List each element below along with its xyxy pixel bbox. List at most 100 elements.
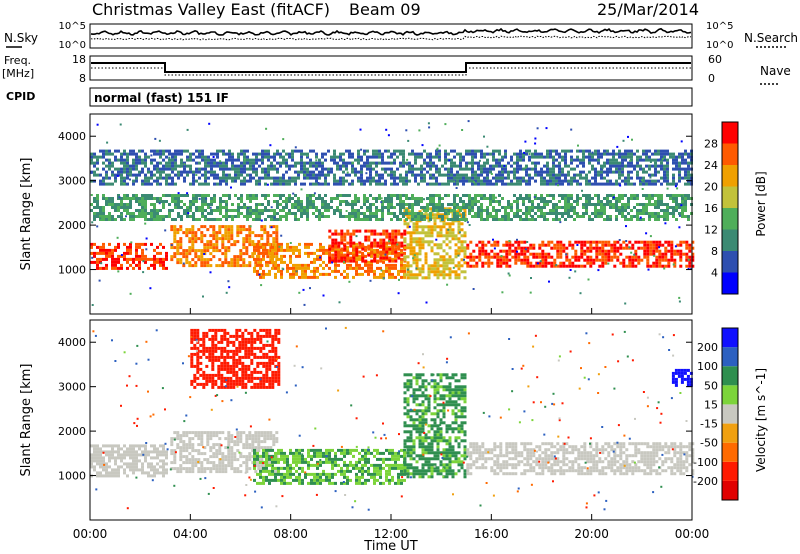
heatmap-cell	[111, 468, 114, 472]
heatmap-cell	[188, 461, 192, 465]
heatmap-cell	[672, 194, 675, 197]
heatmap-cell	[255, 212, 258, 215]
heatmap-cell	[382, 244, 386, 248]
heatmap-cell	[209, 243, 213, 247]
heatmap-cell	[540, 182, 543, 186]
heatmap-cell	[237, 215, 240, 218]
heatmap-cell	[630, 218, 633, 221]
heatmap-cell	[442, 267, 446, 271]
heatmap-cell	[93, 218, 96, 221]
heatmap-cell	[269, 234, 273, 238]
heatmap-cell	[269, 249, 273, 253]
heatmap-cell	[334, 256, 338, 260]
heatmap-cell	[129, 468, 132, 472]
heatmap-cell	[96, 456, 99, 460]
heatmap-cell	[636, 203, 639, 206]
heatmap-cell	[480, 209, 483, 212]
heatmap-cell	[191, 464, 195, 468]
heatmap-cell	[568, 243, 572, 247]
heatmap-cell	[657, 200, 660, 203]
heatmap-cell	[147, 453, 150, 457]
heatmap-noise-cell	[629, 159, 632, 162]
heatmap-cell	[129, 212, 132, 215]
heatmap-cell	[276, 167, 279, 171]
heatmap-cell	[150, 456, 153, 460]
heatmap-cell	[438, 209, 441, 212]
heatmap-cell	[630, 194, 633, 197]
heatmap-cell	[442, 264, 446, 268]
heatmap-noise-cell	[612, 196, 615, 199]
heatmap-cell	[90, 152, 93, 156]
heatmap-cell	[523, 249, 527, 253]
heatmap-cell	[393, 206, 396, 209]
heatmap-cell	[613, 246, 617, 250]
heatmap-cell	[454, 264, 458, 268]
heatmap-cell	[200, 225, 204, 229]
heatmap-cell	[162, 444, 165, 448]
heatmap-cell	[565, 255, 569, 259]
heatmap-cell	[270, 215, 273, 218]
heatmap-cell	[444, 149, 447, 153]
heatmap-cell	[111, 200, 114, 203]
heatmap-cell	[687, 155, 690, 159]
heatmap-cell	[382, 241, 386, 245]
heatmap-cell	[204, 170, 207, 174]
heatmap-cell	[651, 194, 654, 197]
heatmap-cell	[114, 266, 117, 270]
heatmap-cell	[531, 200, 534, 203]
heatmap-cell	[559, 264, 563, 268]
heatmap-cell	[471, 197, 474, 200]
heatmap-cell	[606, 182, 609, 186]
heatmap-cell	[150, 158, 153, 162]
heatmap-cell	[570, 182, 573, 186]
heatmap-cell	[505, 261, 509, 265]
heatmap-cell	[556, 246, 560, 250]
heatmap-cell	[364, 263, 367, 267]
heatmap-cell	[577, 240, 581, 244]
heatmap-cell	[603, 164, 606, 168]
heatmap-cell	[360, 179, 363, 183]
heatmap-cell	[210, 164, 213, 168]
heatmap-cell	[441, 173, 444, 177]
heatmap-cell	[417, 167, 420, 171]
heatmap-cell	[340, 256, 344, 260]
heatmap-cell	[222, 206, 225, 209]
heatmap-cell	[339, 158, 342, 162]
heatmap-cell	[294, 149, 297, 153]
heatmap-cell	[546, 152, 549, 156]
heatmap-cell	[123, 152, 126, 156]
heatmap-cell	[625, 246, 629, 250]
heatmap-noise-cell	[536, 262, 539, 265]
heatmap-cell	[448, 234, 452, 238]
cpid-label: CPID	[6, 90, 35, 103]
heatmap-cell	[510, 164, 513, 168]
heatmap-cell	[303, 161, 306, 165]
heatmap-cell	[294, 170, 297, 174]
heatmap-cell	[549, 170, 552, 174]
heatmap-cell	[126, 197, 129, 200]
heatmap-cell	[90, 158, 93, 162]
heatmap-cell	[233, 264, 237, 268]
heatmap-cell	[159, 242, 162, 246]
heatmap-cell	[170, 255, 174, 259]
heatmap-cell	[603, 176, 606, 180]
heatmap-cell	[313, 272, 316, 276]
heatmap-cell	[454, 243, 458, 247]
heatmap-cell	[660, 176, 663, 180]
heatmap-cell	[276, 200, 279, 203]
heatmap-cell	[415, 243, 419, 247]
heatmap-cell	[267, 194, 270, 197]
heatmap-cell	[636, 215, 639, 218]
heatmap-cell	[453, 197, 456, 200]
heatmap-cell	[191, 249, 195, 253]
heatmap-cell	[538, 261, 542, 265]
heatmap-cell	[531, 215, 534, 218]
heatmap-cell	[141, 468, 144, 472]
heatmap-cell	[342, 161, 345, 165]
heatmap-cell	[141, 254, 144, 258]
heatmap-cell	[189, 170, 192, 174]
heatmap-cell	[90, 465, 93, 469]
heatmap-cell	[225, 179, 228, 183]
heatmap-cell	[197, 443, 201, 447]
